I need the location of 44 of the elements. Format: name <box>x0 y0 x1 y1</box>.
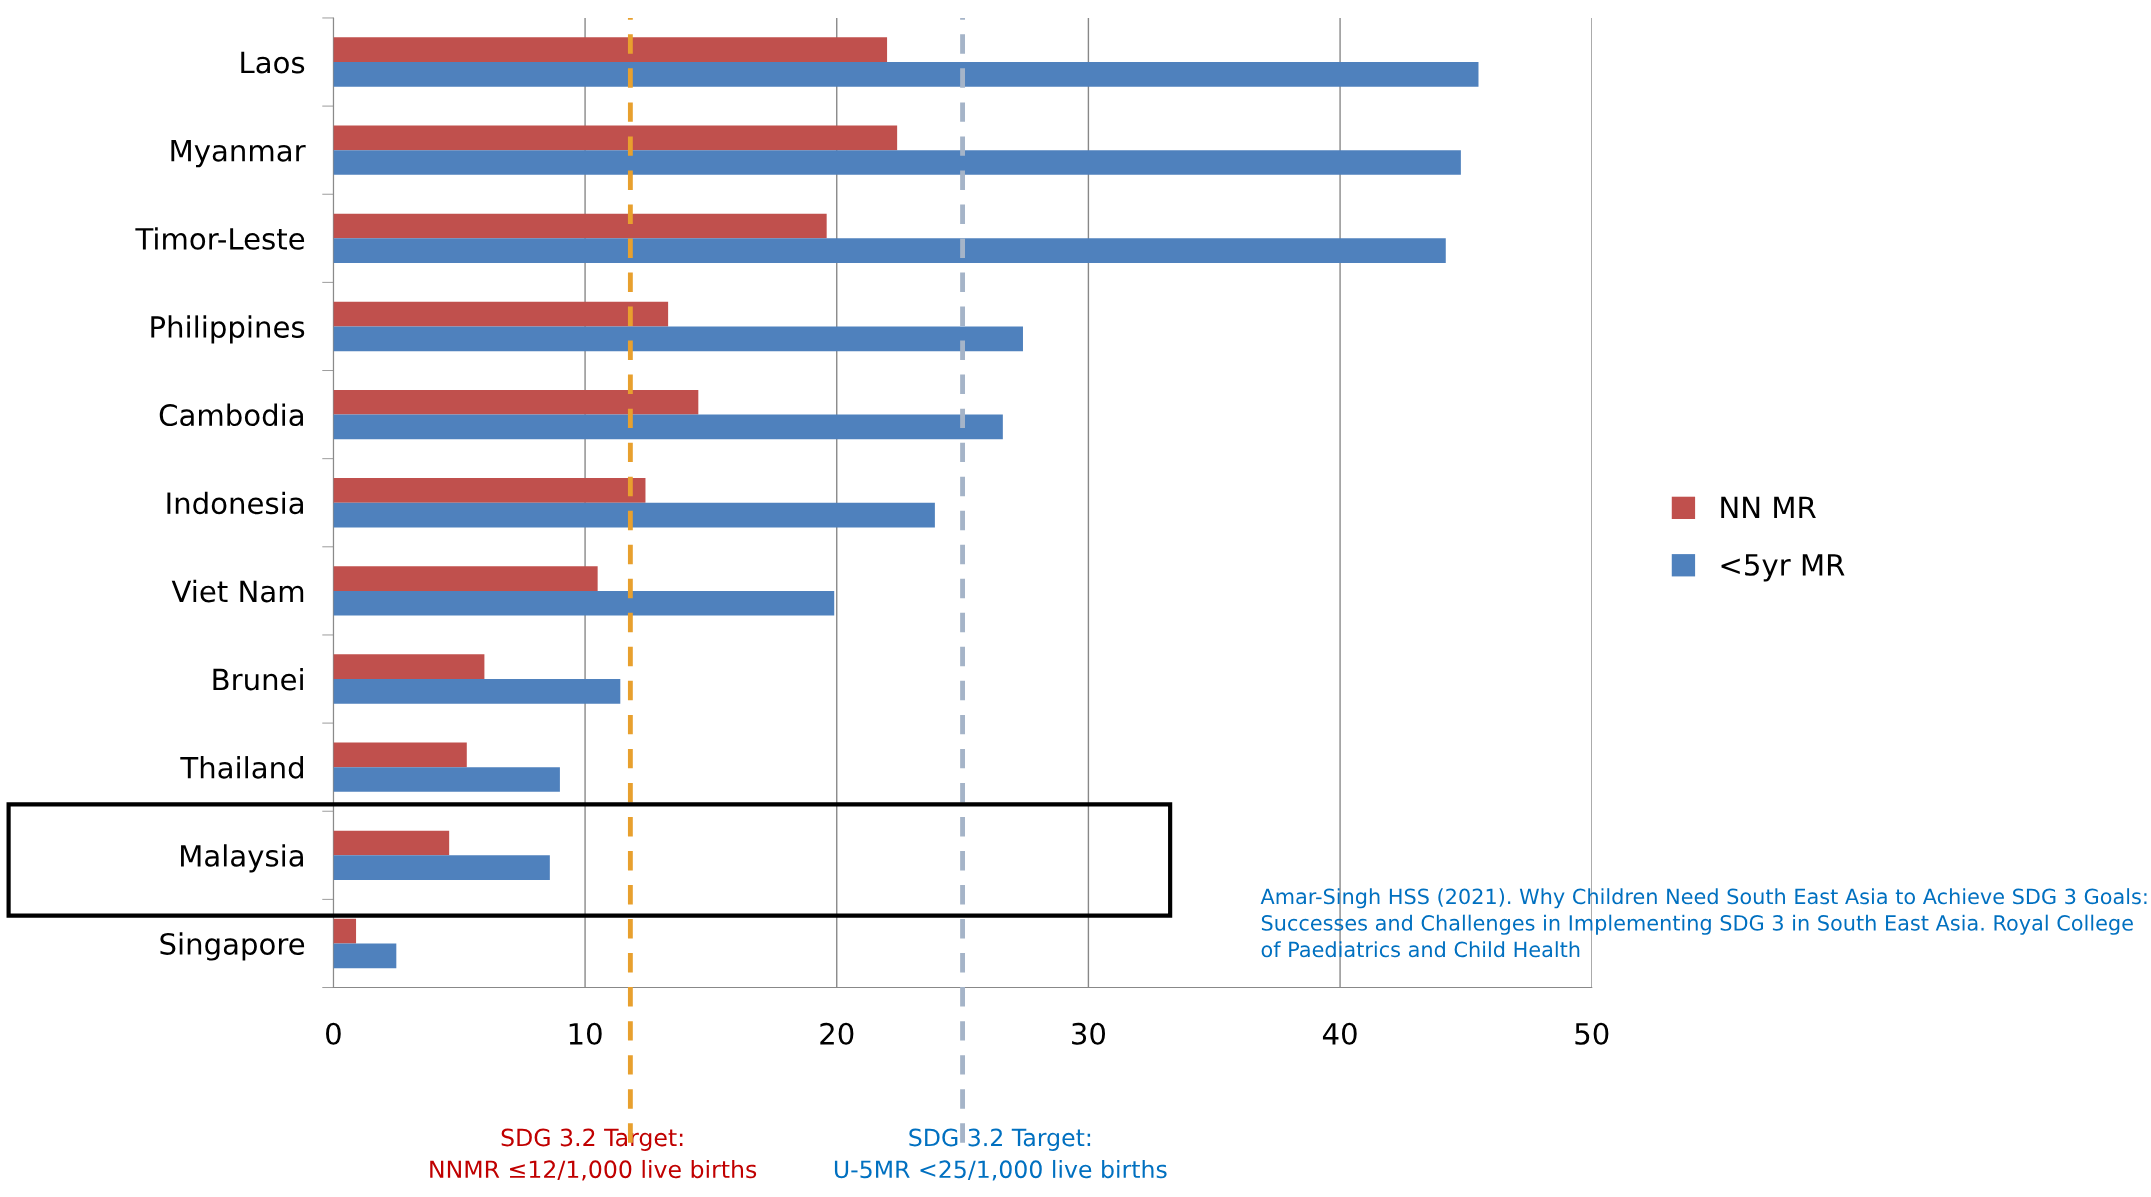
x-tick-label: 0 <box>326 1022 341 1045</box>
bar <box>333 125 898 151</box>
bar <box>333 502 935 528</box>
y-tick-label: Timor-Leste <box>135 227 305 250</box>
x-tick-label: 50 <box>1575 1022 1609 1045</box>
y-tick-label: Indonesia <box>167 491 303 515</box>
bar <box>333 767 560 792</box>
bar <box>333 830 450 856</box>
legend-label: <5yr MR <box>1721 554 1845 582</box>
x-tick-label: 30 <box>1072 1022 1106 1045</box>
bar <box>333 37 888 63</box>
bar <box>333 150 1461 175</box>
bar <box>333 238 1446 263</box>
y-tick-label: Singapore <box>160 932 305 961</box>
y-tick-label: Myanmar <box>171 139 306 168</box>
ref-line-label: SDG 3.2 Target: NNMR ≤12/1,000 live births <box>430 1128 757 1181</box>
bar <box>333 742 467 768</box>
y-tick-label: Malaysia <box>181 844 303 873</box>
bar <box>333 213 827 239</box>
bar <box>333 301 669 327</box>
annotation: Amar-Singh HSS (2021). Why Children Need South East Asia to Achieve SDG 3 Goals: Successes and Challenges in Implementing SDG 3 in South East Asia. Royal College of Paediatrics and Child Health <box>1260 888 2147 958</box>
ref-line-label: SDG 3.2 Target: U-5MR <25/1,000 live births <box>834 1128 1167 1181</box>
bar <box>333 326 1023 352</box>
x-tick-label: 10 <box>569 1022 602 1045</box>
y-tick-label: Brunei <box>213 667 303 691</box>
y-tick-label: Cambodia <box>159 403 303 427</box>
bar <box>333 943 397 969</box>
bar <box>333 414 1003 440</box>
y-tick-label: Laos <box>241 51 305 74</box>
bar <box>333 855 550 880</box>
y-tick-label: Thailand <box>180 756 303 779</box>
bar <box>333 389 699 415</box>
bar <box>333 654 485 680</box>
bar <box>333 566 598 591</box>
bar <box>333 590 835 616</box>
x-tick-label: 40 <box>1322 1022 1357 1045</box>
y-tick-label: Philippines <box>151 315 305 344</box>
bar <box>333 679 621 704</box>
bar <box>333 918 357 944</box>
legend-label: NN MR <box>1721 496 1816 518</box>
x-tick-label: 20 <box>820 1022 854 1045</box>
bar <box>333 62 1479 87</box>
y-tick-label: Viet Nam <box>171 579 304 603</box>
bar <box>333 478 646 503</box>
